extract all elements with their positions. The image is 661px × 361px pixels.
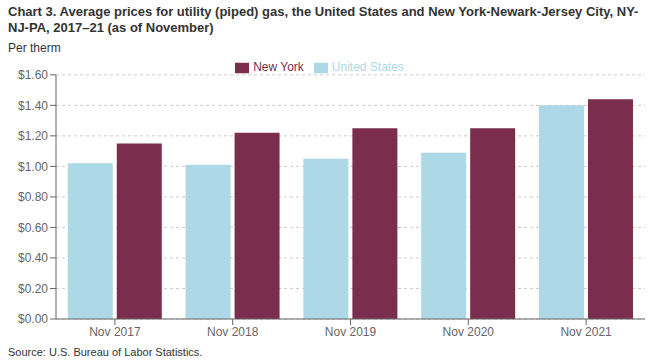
svg-text:Nov 2019: Nov 2019 — [325, 325, 377, 339]
svg-text:Nov 2017: Nov 2017 — [89, 325, 141, 339]
html-text:Source: U.S. Bureau of Labor S: Source: U.S. Bureau of Labor Statistics. — [8, 346, 203, 358]
svg-text:$0.40: $0.40 — [18, 251, 48, 265]
svg-text:$1.00: $1.00 — [18, 160, 48, 174]
svg-text:$0.80: $0.80 — [18, 190, 48, 204]
html-text:New York: New York — [253, 60, 304, 74]
html-text:United States: United States — [331, 60, 404, 74]
svg-text:$1.20: $1.20 — [18, 129, 48, 143]
svg-text:Nov 2018: Nov 2018 — [207, 325, 259, 339]
svg-text:$0.60: $0.60 — [18, 221, 48, 235]
html-text:Chart 3. Average prices for ut: Chart 3. Average prices for utility (pip… — [8, 4, 639, 35]
svg-text:$1.60: $1.60 — [18, 68, 48, 82]
svg-text:$0.00: $0.00 — [18, 312, 48, 326]
svg-text:$1.40: $1.40 — [18, 99, 48, 113]
svg-text:Nov 2020: Nov 2020 — [443, 325, 495, 339]
svg-text:Nov 2021: Nov 2021 — [560, 325, 612, 339]
html-text:Per therm: Per therm — [8, 41, 61, 55]
svg-text:$0.20: $0.20 — [18, 282, 48, 296]
